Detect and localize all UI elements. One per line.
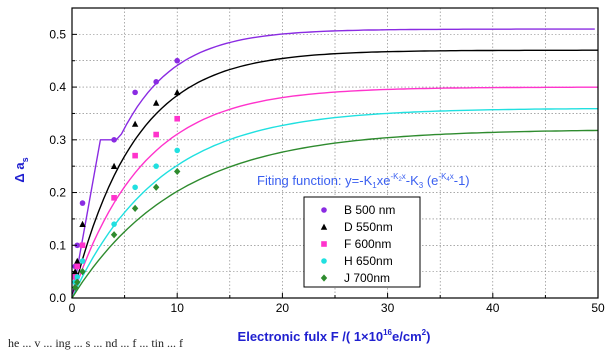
data-point bbox=[79, 220, 86, 227]
data-point bbox=[152, 183, 160, 191]
axis-ticks: 0 10 20 30 40 50 0.0 0.1 0.2 0.3 0.4 0.5 bbox=[49, 7, 605, 315]
data-point bbox=[132, 89, 138, 96]
fit-curve bbox=[71, 129, 599, 299]
fit-function-annotation: Fiting function: y=-K1xe-K2x-K3 (e-K4x-1… bbox=[257, 172, 470, 190]
fit-curve bbox=[71, 49, 598, 299]
data-markers bbox=[71, 57, 181, 292]
data-point bbox=[79, 200, 86, 206]
y-tick-label: 0.5 bbox=[49, 27, 66, 41]
data-point bbox=[132, 184, 138, 191]
data-point bbox=[174, 115, 180, 122]
x-tick-label: 30 bbox=[381, 301, 395, 315]
fit-curve bbox=[71, 108, 598, 299]
y-tick-label: 0.2 bbox=[49, 186, 66, 200]
data-point bbox=[174, 88, 181, 96]
data-point bbox=[74, 257, 81, 264]
data-point bbox=[153, 163, 159, 169]
data-point bbox=[174, 147, 180, 154]
data-point bbox=[111, 137, 117, 143]
legend-label: J 700nm bbox=[344, 271, 390, 285]
x-tick-label: 20 bbox=[276, 301, 290, 315]
legend-label: F 600nm bbox=[344, 237, 391, 251]
legend-label: B 500 nm bbox=[344, 203, 395, 217]
data-point bbox=[153, 131, 159, 138]
data-point bbox=[131, 204, 139, 212]
data-point bbox=[153, 79, 159, 85]
x-tick-label: 10 bbox=[171, 301, 185, 315]
data-point bbox=[74, 263, 81, 270]
legend-marker bbox=[321, 258, 327, 264]
data-point bbox=[74, 278, 81, 286]
x-axis-label: Electronic fulx F /( 1×1016e/cm2) bbox=[238, 328, 431, 344]
data-point bbox=[174, 57, 180, 64]
data-point bbox=[111, 221, 117, 227]
figure-caption: he ... v ... ing ... s ... nd ... f ... … bbox=[8, 336, 183, 350]
data-point bbox=[110, 162, 118, 169]
data-point bbox=[74, 242, 81, 249]
y-tick-label: 0.1 bbox=[49, 238, 66, 252]
data-point bbox=[152, 99, 160, 106]
fit-curve bbox=[71, 28, 595, 299]
x-tick-label: 40 bbox=[486, 301, 500, 315]
data-point bbox=[132, 152, 138, 159]
data-point bbox=[71, 268, 79, 275]
y-tick-label: 0.0 bbox=[49, 291, 66, 305]
data-point bbox=[110, 231, 118, 239]
data-point bbox=[111, 195, 117, 201]
legend-marker bbox=[320, 274, 328, 282]
data-point bbox=[79, 242, 86, 249]
x-tick-label: 50 bbox=[591, 301, 605, 315]
y-axis-label: Δ as bbox=[12, 157, 30, 182]
data-point bbox=[79, 268, 86, 276]
y-tick-label: 0.3 bbox=[49, 133, 66, 147]
data-point bbox=[71, 283, 79, 292]
legend-marker bbox=[321, 241, 327, 247]
data-point bbox=[174, 167, 181, 176]
fit-curve bbox=[71, 86, 598, 299]
data-point bbox=[74, 274, 81, 280]
legend: B 500 nm D 550nm F 600nm H 650nm J 700nm bbox=[303, 196, 421, 288]
data-point bbox=[79, 258, 86, 264]
data-point bbox=[131, 120, 139, 127]
fit-curves bbox=[71, 28, 599, 299]
legend-label: H 650nm bbox=[344, 254, 393, 268]
legend-marker bbox=[320, 223, 328, 230]
legend-label: D 550nm bbox=[344, 220, 393, 234]
legend-marker bbox=[321, 207, 327, 213]
x-tick-label: 0 bbox=[69, 301, 76, 315]
y-tick-label: 0.4 bbox=[49, 80, 66, 94]
